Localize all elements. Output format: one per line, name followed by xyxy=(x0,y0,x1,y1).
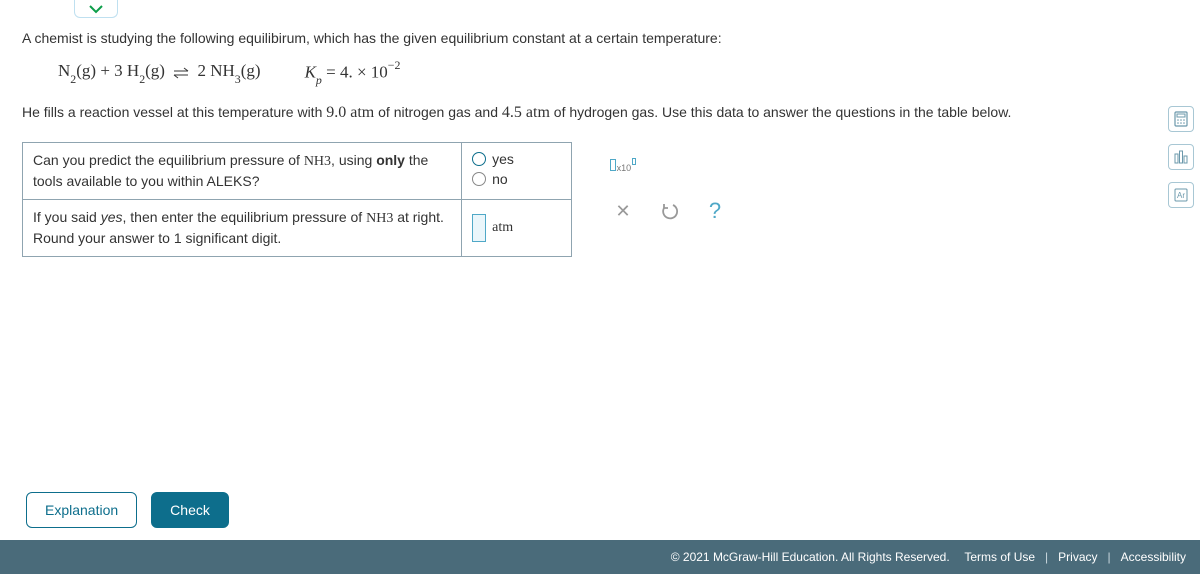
pressure-input[interactable] xyxy=(472,214,486,242)
question-table: Can you predict the equilibrium pressure… xyxy=(22,142,572,257)
answer-2: atm xyxy=(462,200,572,257)
periodic-table-button[interactable]: Ar xyxy=(1168,182,1194,208)
radio-icon xyxy=(472,152,486,166)
tool-panel: x10 ✕ ? xyxy=(600,142,780,257)
x10-label: x10 xyxy=(617,163,632,173)
help-button[interactable]: ? xyxy=(702,198,728,224)
unit-label: atm xyxy=(492,220,513,236)
radio-icon xyxy=(472,172,486,186)
reaction: N2(g) + 3 H2(g) 2 NH3(g) xyxy=(58,61,261,84)
answer-1: yes no xyxy=(462,143,572,200)
radio-yes[interactable]: yes xyxy=(472,151,561,167)
action-bar: Explanation Check xyxy=(26,492,229,528)
box-icon xyxy=(632,158,636,165)
check-button[interactable]: Check xyxy=(151,492,229,528)
table-row: Can you predict the equilibrium pressure… xyxy=(23,143,572,200)
right-toolbar: Ar xyxy=(1168,106,1194,208)
radio-no[interactable]: no xyxy=(472,171,561,187)
intro-text: A chemist is studying the following equi… xyxy=(22,30,1160,46)
kp-expression: Kp = 4. × 10−2 xyxy=(305,60,401,86)
box-icon xyxy=(610,159,616,171)
terms-link[interactable]: Terms of Use xyxy=(964,550,1035,564)
footer: © 2021 McGraw-Hill Education. All Rights… xyxy=(0,540,1200,574)
radio-label: yes xyxy=(492,151,514,167)
content-area: A chemist is studying the following equi… xyxy=(22,30,1160,257)
separator: | xyxy=(1045,550,1048,564)
sci-notation-button[interactable]: x10 xyxy=(610,152,636,178)
accessibility-link[interactable]: Accessibility xyxy=(1121,550,1186,564)
question-1: Can you predict the equilibrium pressure… xyxy=(23,143,462,200)
question-2: If you said yes, then enter the equilibr… xyxy=(23,200,462,257)
copyright-text: © 2021 McGraw-Hill Education. All Rights… xyxy=(671,550,950,564)
undo-button[interactable] xyxy=(656,198,682,224)
table-row: If you said yes, then enter the equilibr… xyxy=(23,200,572,257)
clear-button[interactable]: ✕ xyxy=(610,198,636,224)
equilibrium-arrows-icon xyxy=(172,65,190,79)
calculator-button[interactable] xyxy=(1168,106,1194,132)
privacy-link[interactable]: Privacy xyxy=(1058,550,1097,564)
radio-label: no xyxy=(492,171,508,187)
svg-text:Ar: Ar xyxy=(1177,191,1185,200)
data-table-button[interactable] xyxy=(1168,144,1194,170)
collapse-toggle[interactable] xyxy=(74,0,118,18)
equation: N2(g) + 3 H2(g) 2 NH3(g) Kp = 4. × 10−2 xyxy=(22,60,1160,86)
explanation-button[interactable]: Explanation xyxy=(26,492,137,528)
separator: | xyxy=(1108,550,1111,564)
fill-text: He fills a reaction vessel at this tempe… xyxy=(22,104,1160,122)
